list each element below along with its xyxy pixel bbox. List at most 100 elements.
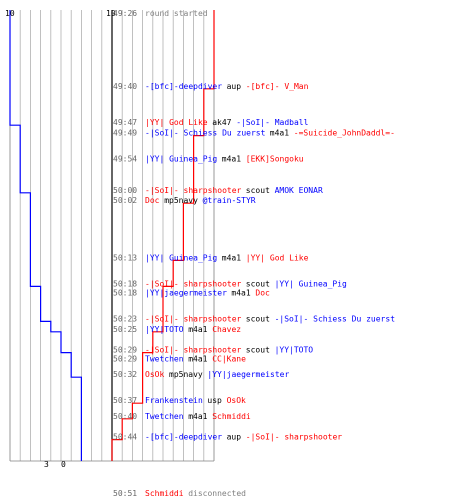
weapon-name: mp5navy — [164, 196, 198, 205]
event-log: 49:26 round started 49:40 -[bfc]-deepdiver a… — [113, 9, 395, 498]
victim-name: -|SoI|- Madball — [236, 118, 308, 127]
kill-entry: 50:29 Twetchen m4a1 CC|Kane — [113, 355, 246, 364]
kill-entry: 50:00 -|SoI|- sharpshooter scout AMOK EONAR — [113, 186, 323, 195]
event-time: 50:51 — [113, 489, 137, 498]
killer-name: Frankenstein — [145, 396, 203, 405]
killer-name: |YY| God Like — [145, 118, 208, 127]
victim-name: [EKK]Songoku — [246, 155, 304, 164]
kill-entry: 50:44 -[bfc]-deepdiver aup -|SoI|- sharpsho… — [113, 433, 342, 442]
weapon-name: mp5navy — [169, 370, 203, 379]
killer-name: -[bfc]-deepdiver — [145, 433, 222, 442]
weapon-name: m4a1 — [231, 288, 250, 297]
event-time: 50:13 — [113, 253, 137, 262]
kill-entry: 50:02 Doc mp5navy @train-STYR — [113, 196, 256, 205]
event-time: 49:47 — [113, 118, 137, 127]
event-time: 50:29 — [113, 346, 137, 355]
event-time: 50:18 — [113, 279, 137, 288]
victim-name: |YY|TOTO — [275, 346, 314, 355]
event-time: 50:44 — [113, 433, 137, 442]
red-team-count-line — [111, 10, 215, 461]
weapon-name: aup — [227, 82, 242, 91]
weapon-name: scout — [246, 279, 270, 288]
event-time: 50:40 — [113, 412, 137, 421]
killer-name: Twetchen — [145, 355, 184, 364]
blue-team-count-line — [9, 10, 82, 461]
killer-name: Twetchen — [145, 412, 184, 421]
weapon-name: m4a1 — [188, 412, 207, 421]
kill-entry: 50:32 OsOk mp5navy |YY|jaegermeister — [113, 370, 289, 379]
victim-name: -|SoI|- Schiess Du zuerst — [275, 314, 396, 323]
event-time: 50:29 — [113, 355, 137, 364]
killer-name: OsOk — [145, 370, 164, 379]
kill-entry: 50:29 -|SoI|- sharpshooter scout |YY|TOTO — [113, 346, 313, 355]
victim-name: @train-STYR — [203, 196, 256, 205]
victim-name: -[bfc]- V_Man — [246, 82, 309, 91]
victim-name: -|SoI|- sharpshooter — [246, 433, 343, 442]
killer-name: |YY| Guinea_Pig — [145, 253, 217, 262]
event-time: 50:37 — [113, 396, 137, 405]
event-time: 50:18 — [113, 288, 137, 297]
weapon-name: m4a1 — [188, 355, 207, 364]
killer-name: -[bfc]-deepdiver — [145, 82, 222, 91]
event-text: disconnected — [188, 489, 246, 498]
kill-entry: 50:40 Twetchen m4a1 Schmiddi — [113, 412, 251, 421]
blue-max-label: 10 — [5, 9, 15, 18]
weapon-name: aup — [227, 433, 242, 442]
killer-name: -|SoI|- sharpshooter — [145, 346, 242, 355]
team-count-series — [9, 10, 215, 461]
killer-name: |YY|jaegermeister — [145, 288, 227, 297]
killer-name: -|SoI|- sharpshooter — [145, 314, 242, 323]
kill-entry: 50:25 |YY|TOTO m4a1 Chavez — [113, 325, 241, 334]
weapon-name: ak47 — [212, 118, 231, 127]
victim-name: -=Suicide_JohnDaddl=- — [294, 129, 395, 138]
kill-entry: 49:47 |YY| God Like ak47 -|SoI|- Madball — [113, 118, 309, 127]
info-entry: 50:51 Schmiddi disconnected — [113, 489, 246, 498]
event-text: round started — [145, 9, 208, 18]
kill-entry: 49:40 -[bfc]-deepdiver aup -[bfc]- V_Man — [113, 82, 309, 91]
victim-name: OsOk — [227, 396, 246, 405]
killer-name: -|SoI|- sharpshooter — [145, 279, 242, 288]
blue-final-count-label: 3 — [44, 460, 49, 469]
kill-entry: 50:18 -|SoI|- sharpshooter scout |YY| Guine… — [113, 279, 347, 288]
weapon-name: scout — [246, 346, 270, 355]
weapon-name: m4a1 — [222, 155, 241, 164]
victim-name: Chavez — [212, 325, 241, 334]
weapon-name: m4a1 — [188, 325, 207, 334]
event-time: 49:40 — [113, 82, 137, 91]
red-max-label: 10 — [106, 9, 116, 18]
weapon-name: m4a1 — [270, 129, 289, 138]
team-scale-labels: 10 10 3 0 — [5, 9, 116, 469]
kill-entry: 49:54 |YY| Guinea_Pig m4a1 [EKK]Songoku — [113, 155, 304, 164]
victim-name: Schmiddi — [212, 412, 251, 421]
event-time: 49:26 — [113, 9, 137, 18]
victim-name: AMOK EONAR — [275, 186, 323, 195]
killer-name: -|SoI|- sharpshooter — [145, 186, 242, 195]
killer-name: -|SoI|- Schiess Du zuerst — [145, 129, 266, 138]
victim-name: |YY| God Like — [246, 253, 309, 262]
info-entry: 49:26 round started — [113, 9, 208, 18]
kill-entry: 50:13 |YY| Guinea_Pig m4a1 |YY| God Like — [113, 253, 309, 262]
victim-name: |YY| Guinea_Pig — [275, 279, 347, 288]
killer-name: |YY|TOTO — [145, 325, 184, 334]
killer-name: Doc — [145, 196, 160, 205]
kill-entry: 50:23 -|SoI|- sharpshooter scout -|SoI|- Sc… — [113, 314, 395, 323]
kill-entry: 50:18 |YY|jaegermeister m4a1 Doc — [113, 288, 270, 297]
event-time: 50:00 — [113, 186, 137, 195]
event-time: 50:32 — [113, 370, 137, 379]
victim-name: Doc — [255, 288, 270, 297]
event-time: 50:23 — [113, 314, 137, 323]
weapon-name: scout — [246, 186, 270, 195]
event-time: 49:54 — [113, 155, 137, 164]
victim-name: CC|Kane — [212, 355, 246, 364]
kill-entry: 49:49 -|SoI|- Schiess Du zuerst m4a1 -=Suic… — [113, 129, 395, 138]
event-time: 49:49 — [113, 129, 137, 138]
event-time: 50:02 — [113, 196, 137, 205]
weapon-name: scout — [246, 314, 270, 323]
weapon-name: m4a1 — [222, 253, 241, 262]
killer-name: |YY| Guinea_Pig — [145, 155, 217, 164]
red-final-count-label: 0 — [61, 460, 66, 469]
player-name: Schmiddi — [145, 489, 184, 498]
weapon-name: usp — [207, 396, 222, 405]
kill-entry: 50:37 Frankenstein usp OsOk — [113, 396, 246, 405]
